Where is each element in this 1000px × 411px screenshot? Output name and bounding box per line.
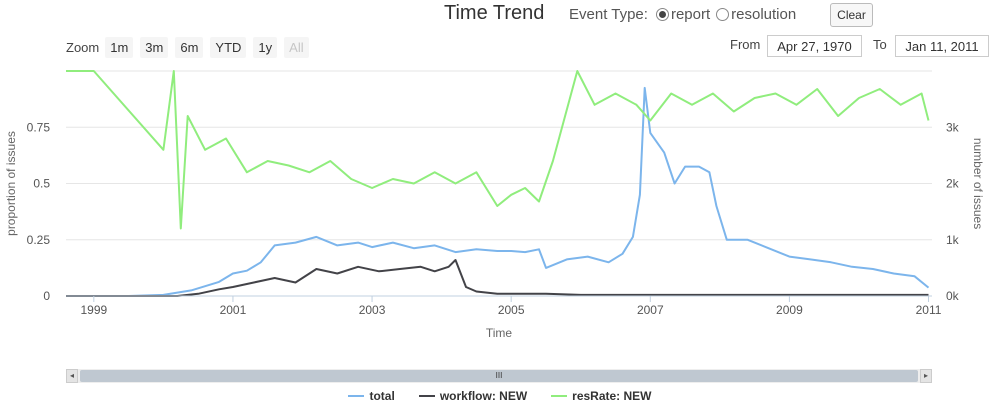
series-line-2[interactable] bbox=[66, 70, 930, 230]
series-group bbox=[66, 70, 930, 297]
navigator-scrollbar[interactable]: ◂ III ▸ bbox=[66, 369, 932, 383]
event-type-label: Event Type: bbox=[569, 6, 648, 23]
axis-ticks: 0 0.25 0.5 0.75 0k 1k 2k 3k 1999 2001 2003 2005 2007… bbox=[27, 120, 960, 317]
x-tick-label: 2005 bbox=[498, 303, 525, 317]
left-tick-label: 0.5 bbox=[33, 177, 50, 191]
scroll-right-arrow-icon[interactable]: ▸ bbox=[920, 369, 932, 383]
right-tick-label: 1k bbox=[946, 233, 960, 247]
zoom-bar: Zoom 1m 3m 6m YTD 1y All bbox=[66, 37, 316, 58]
scrollbar-grip[interactable]: III bbox=[495, 371, 503, 380]
x-tick-label: 2011 bbox=[916, 303, 942, 317]
zoom-ytd-button[interactable]: YTD bbox=[210, 37, 247, 58]
legend-item-resrate-new[interactable]: resRate: NEW bbox=[551, 389, 652, 403]
to-label: To bbox=[873, 37, 887, 52]
legend: total workflow: NEW resRate: NEW bbox=[0, 389, 1000, 403]
x-tick-label: 2003 bbox=[359, 303, 386, 317]
left-axis-title: proportion of issues bbox=[4, 131, 18, 236]
zoom-all-button[interactable]: All bbox=[284, 37, 309, 58]
event-type-group: Event Type: report resolution bbox=[569, 6, 796, 23]
zoom-label: Zoom bbox=[66, 40, 100, 55]
legend-label-total[interactable]: total bbox=[369, 389, 395, 403]
zoom-1y-button[interactable]: 1y bbox=[253, 37, 278, 58]
legend-swatch-total bbox=[348, 395, 365, 397]
x-axis-title: Time bbox=[486, 326, 513, 340]
chart-area: 0 0.25 0.5 0.75 0k 1k 2k 3k 1999 2001 2003 2005 2007… bbox=[4, 70, 985, 340]
zoom-6m-button[interactable]: 6m bbox=[175, 37, 204, 58]
scrollbar-thumb[interactable]: III bbox=[80, 370, 918, 382]
right-tick-label: 2k bbox=[946, 177, 960, 191]
series-line-0[interactable] bbox=[66, 86, 930, 297]
series-line-1[interactable] bbox=[66, 259, 929, 297]
right-axis-title: number of issues bbox=[971, 138, 985, 229]
legend-item-workflow-new[interactable]: workflow: NEW bbox=[418, 389, 528, 403]
x-tick-label: 2001 bbox=[220, 303, 247, 317]
grid-lines bbox=[66, 70, 932, 297]
legend-swatch-resrate-new bbox=[551, 395, 568, 397]
legend-label-resrate-new[interactable]: resRate: NEW bbox=[572, 389, 652, 403]
radio-report[interactable]: report bbox=[655, 6, 711, 23]
right-tick-label: 3k bbox=[946, 120, 960, 134]
chart-title: Time Trend bbox=[444, 2, 545, 24]
x-tick-label: 1999 bbox=[80, 303, 107, 317]
radio-resolution[interactable]: resolution bbox=[716, 6, 796, 23]
legend-item-total[interactable]: total bbox=[348, 389, 395, 403]
from-label: From bbox=[730, 37, 761, 52]
scroll-left-arrow-icon[interactable]: ◂ bbox=[66, 369, 78, 383]
left-tick-label: 0.25 bbox=[27, 233, 51, 247]
legend-swatch-workflow-new bbox=[418, 395, 435, 397]
radio-resolution-dot[interactable] bbox=[716, 8, 730, 21]
legend-label-workflow-new[interactable]: workflow: NEW bbox=[439, 389, 528, 403]
radio-report-label[interactable]: report bbox=[670, 6, 711, 23]
left-tick-label: 0 bbox=[43, 289, 50, 303]
x-tick-label: 2007 bbox=[637, 303, 664, 317]
left-tick-label: 0.75 bbox=[27, 120, 51, 134]
clear-button[interactable]: Clear bbox=[830, 3, 873, 27]
to-date-input[interactable]: Jan 11, 2011 bbox=[895, 35, 989, 57]
radio-report-dot[interactable] bbox=[655, 8, 669, 21]
zoom-3m-button[interactable]: 3m bbox=[140, 37, 169, 58]
zoom-1m-button[interactable]: 1m bbox=[105, 37, 134, 58]
radio-resolution-label[interactable]: resolution bbox=[731, 6, 797, 23]
from-date-input[interactable]: Apr 27, 1970 bbox=[767, 35, 862, 57]
right-tick-label: 0k bbox=[946, 289, 960, 303]
x-tick-label: 2009 bbox=[776, 303, 803, 317]
